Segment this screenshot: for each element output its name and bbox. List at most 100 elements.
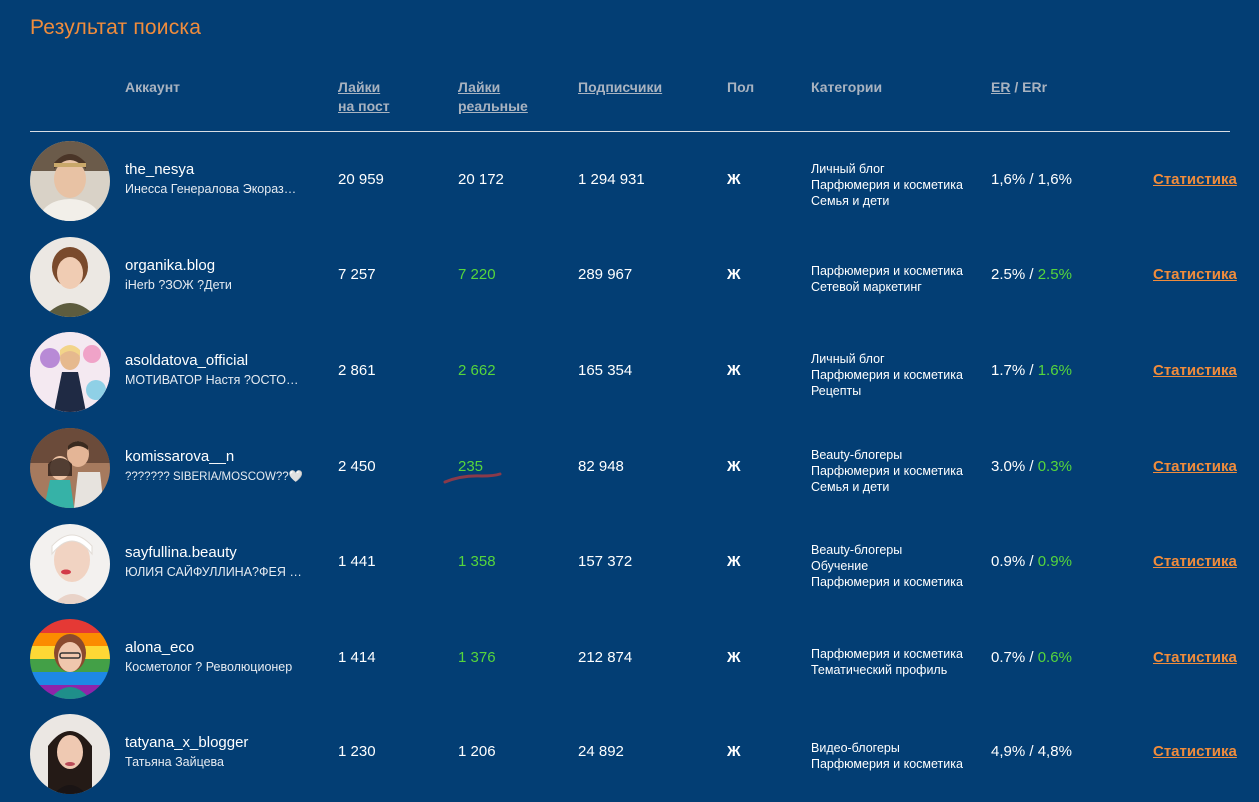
column-header-er: ER / ERr <box>991 78 1047 97</box>
statistics-link[interactable]: Статистика <box>1153 458 1237 475</box>
category: Парфюмерия и косметика <box>811 464 963 478</box>
gender: Ж <box>727 458 741 475</box>
account-username[interactable]: asoldatova_official <box>125 352 249 369</box>
statistics-link[interactable]: Статистика <box>1153 553 1237 570</box>
avatar[interactable] <box>30 141 110 221</box>
table-row: the_nesya Инесса Генералова Экоразно… 20… <box>0 141 1259 221</box>
categories: Парфюмерия и косметика Сетевой маркетинг <box>811 263 963 295</box>
category: Beauty-блогеры <box>811 543 903 557</box>
er-value: 0.7% / 0.6% <box>991 649 1072 666</box>
likes-per-post: 1 230 <box>338 743 376 760</box>
likes-per-post: 7 257 <box>338 266 376 283</box>
column-header-likes-real[interactable]: Лайки реальные <box>458 78 528 116</box>
table-row: organika.blog iHerb ?ЗОЖ ?Дети 7 257 7 2… <box>0 237 1259 317</box>
gender: Ж <box>727 649 741 666</box>
account-description: iHerb ?ЗОЖ ?Дети <box>125 278 232 292</box>
column-header-err: ERr <box>1022 79 1048 95</box>
err: 0.6% <box>1037 649 1072 666</box>
likes-real: 2 662 <box>458 362 496 379</box>
statistics-link[interactable]: Статистика <box>1153 743 1237 760</box>
likes-real: 7 220 <box>458 266 496 283</box>
column-header-er-sort[interactable]: ER <box>991 79 1011 95</box>
statistics-link[interactable]: Статистика <box>1153 171 1237 188</box>
likes-real: 20 172 <box>458 171 504 188</box>
likes-per-post: 2 450 <box>338 458 376 475</box>
account-username[interactable]: the_nesya <box>125 161 195 178</box>
column-header-categories: Категории <box>811 79 883 95</box>
category: Парфюмерия и косметика <box>811 575 963 589</box>
column-header-subscribers[interactable]: Подписчики <box>578 79 663 95</box>
category: Рецепты <box>811 384 862 398</box>
err: 0.3% <box>1037 458 1072 475</box>
statistics-link[interactable]: Статистика <box>1153 266 1237 283</box>
subscribers: 24 892 <box>578 743 624 760</box>
gender: Ж <box>727 743 741 760</box>
likes-real: 1 358 <box>458 553 496 570</box>
column-header-likes-per-post-line1: Лайки <box>338 79 381 95</box>
column-header-likes-per-post-line2: на пост <box>338 98 390 114</box>
er-value: 0.9% / 0.9% <box>991 553 1072 570</box>
account-username[interactable]: komissarova__n <box>125 448 235 465</box>
likes-per-post: 1 414 <box>338 649 376 666</box>
er: 3.0% <box>991 458 1026 475</box>
err: 1.6% <box>1037 362 1072 379</box>
avatar[interactable] <box>30 332 110 412</box>
gender: Ж <box>727 266 741 283</box>
categories: Личный блог Парфюмерия и косметика Семья… <box>811 161 963 209</box>
subscribers: 157 372 <box>578 553 633 570</box>
table-row: komissarova__n ??????? SIBERIA/MOSCOW??🤍… <box>0 428 1259 508</box>
subscribers: 82 948 <box>578 458 624 475</box>
er: 1.7% <box>991 362 1026 379</box>
categories: Beauty-блогеры Парфюмерия и косметика Се… <box>811 447 963 495</box>
account-username[interactable]: tatyana_x_blogger <box>125 734 249 751</box>
subscribers: 212 874 <box>578 649 633 666</box>
categories: Beauty-блогеры Обучение Парфюмерия и кос… <box>811 542 963 590</box>
category: Парфюмерия и косметика <box>811 757 963 771</box>
table-row: asoldatova_official МОТИВАТОР Настя ?ОСТ… <box>0 332 1259 412</box>
account-description: ??????? SIBERIA/MOSCOW??🤍 <box>125 471 303 483</box>
account-username[interactable]: alona_eco <box>125 639 195 656</box>
er: 0.7% <box>991 649 1026 666</box>
column-header-likes-per-post[interactable]: Лайки на пост <box>338 78 390 116</box>
statistics-link[interactable]: Статистика <box>1153 649 1237 666</box>
categories: Видео-блогеры Парфюмерия и косметика <box>811 740 963 772</box>
subscribers: 1 294 931 <box>578 171 645 188</box>
avatar[interactable] <box>30 524 110 604</box>
err: 4,8% <box>1037 743 1072 760</box>
underline-scribble <box>443 472 502 484</box>
likes-per-post: 2 861 <box>338 362 376 379</box>
categories: Личный блог Парфюмерия и косметика Рецеп… <box>811 351 963 399</box>
table-row: tatyana_x_blogger Татьяна Зайцева 1 230 … <box>0 714 1259 794</box>
avatar[interactable] <box>30 714 110 794</box>
column-header-likes-real-line2: реальные <box>458 98 528 114</box>
gender: Ж <box>727 171 741 188</box>
subscribers: 165 354 <box>578 362 633 379</box>
category: Сетевой маркетинг <box>811 280 922 294</box>
subscribers: 289 967 <box>578 266 633 283</box>
avatar[interactable] <box>30 237 110 317</box>
account-description: МОТИВАТОР Настя ?ОСТОРО… <box>125 373 303 387</box>
er-value: 1.7% / 1.6% <box>991 362 1072 379</box>
avatar[interactable] <box>30 428 110 508</box>
column-header-likes-real-line1: Лайки <box>458 79 501 95</box>
table-row: sayfullina.beauty ЮЛИЯ САЙФУЛЛИНА?ФЕЯ КР… <box>0 524 1259 604</box>
table-row: alona_eco Косметолог ? Революционер 1 41… <box>0 619 1259 699</box>
statistics-link[interactable]: Статистика <box>1153 362 1237 379</box>
account-username[interactable]: sayfullina.beauty <box>125 544 237 561</box>
category: Парфюмерия и косметика <box>811 368 963 382</box>
er-value: 2.5% / 2.5% <box>991 266 1072 283</box>
category: Парфюмерия и косметика <box>811 178 963 192</box>
er-value: 3.0% / 0.3% <box>991 458 1072 475</box>
likes-real: 1 206 <box>458 743 496 760</box>
account-username[interactable]: organika.blog <box>125 257 216 274</box>
page-title: Результат поиска <box>30 16 202 39</box>
category: Beauty-блогеры <box>811 448 903 462</box>
avatar[interactable] <box>30 619 110 699</box>
category: Парфюмерия и косметика <box>811 647 963 661</box>
account-description: Татьяна Зайцева <box>125 755 224 769</box>
likes-real: 1 376 <box>458 649 496 666</box>
likes-real: 235 <box>458 458 484 475</box>
er-value: 1,6% / 1,6% <box>991 171 1072 188</box>
err: 0.9% <box>1037 553 1072 570</box>
er-value: 4,9% / 4,8% <box>991 743 1072 760</box>
